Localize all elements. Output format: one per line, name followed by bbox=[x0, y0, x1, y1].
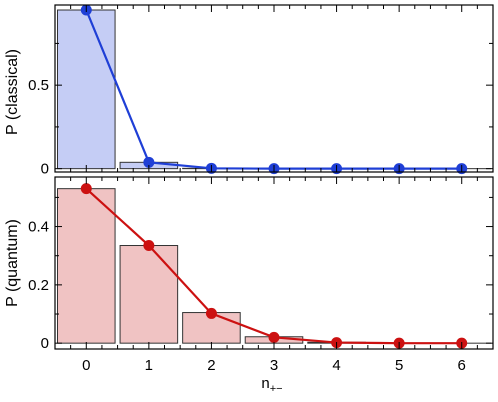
quantum-xtick-label: 6 bbox=[458, 357, 466, 374]
quantum-bar-1 bbox=[119, 245, 179, 344]
quantum-ytick-label: 0.4 bbox=[28, 219, 49, 236]
classical-panel: 00.5 bbox=[28, 4, 494, 178]
classical-line bbox=[85, 9, 462, 170]
classical-ytick-label: 0 bbox=[41, 161, 49, 178]
quantum-point-1 bbox=[143, 240, 155, 252]
quantum-xtick-label: 3 bbox=[270, 357, 278, 374]
xlabel: n+− bbox=[261, 375, 282, 395]
xlabel-subscript: +− bbox=[270, 383, 283, 395]
quantum-point-3 bbox=[268, 331, 280, 343]
quantum-xtick-label: 0 bbox=[82, 357, 90, 374]
classical-ytick-label: 0.5 bbox=[28, 77, 49, 94]
quantum-xtick-label: 4 bbox=[332, 357, 340, 374]
quantum-ytick-label: 0.2 bbox=[28, 277, 49, 294]
quantum-xtick-label: 1 bbox=[145, 357, 153, 374]
quantum-bar-0 bbox=[57, 188, 116, 344]
quantum-ytick-label: 0 bbox=[41, 335, 49, 352]
classical-point-1 bbox=[143, 156, 155, 168]
quantum-xtick-label: 2 bbox=[207, 357, 215, 374]
xlabel-main: n bbox=[261, 375, 269, 392]
ylabel-classical: P (classical) bbox=[4, 49, 21, 135]
classical-frame bbox=[54, 4, 494, 173]
quantum-panel: 0 0.2 0.4 0 1 2 3 4 5 6 bbox=[28, 176, 494, 374]
quantum-point-2 bbox=[205, 307, 217, 319]
quantum-point-0 bbox=[80, 183, 92, 195]
ylabel-quantum: P (quantum) bbox=[4, 219, 21, 307]
quantum-xtick-label: 5 bbox=[395, 357, 403, 374]
classical-bar-0 bbox=[57, 9, 116, 170]
